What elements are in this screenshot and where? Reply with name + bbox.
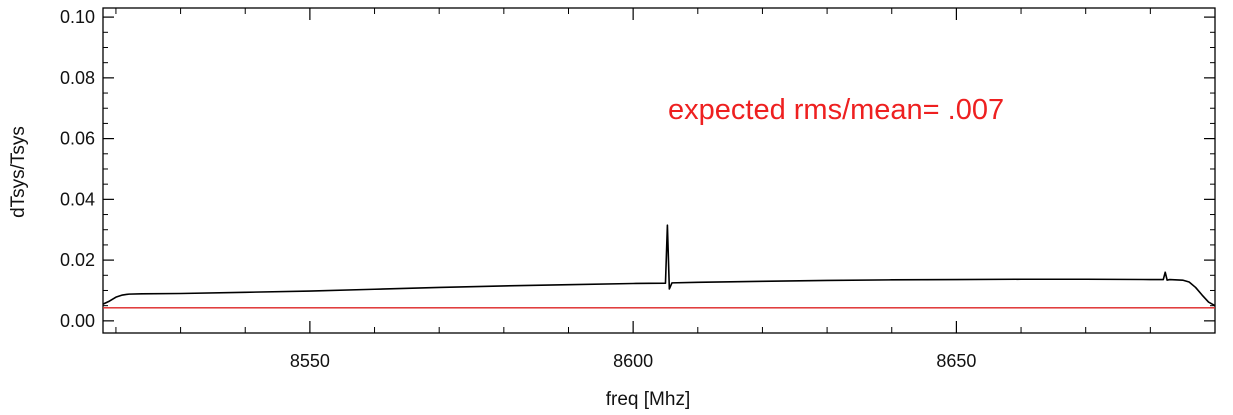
y-tick-label: 0.08 bbox=[60, 68, 95, 88]
x-tick-label: 8550 bbox=[290, 351, 330, 371]
plot-frame bbox=[102, 7, 1216, 334]
x-axis-label: freq [Mhz] bbox=[606, 389, 690, 410]
tsys-ratio-series-line bbox=[102, 224, 1216, 307]
y-axis: 0.00 0.02 0.04 0.06 0.08 0.10 bbox=[60, 7, 1215, 331]
series-layer bbox=[102, 224, 1216, 309]
y-tick-label: 0.00 bbox=[60, 311, 95, 331]
y-tick-label: 0.10 bbox=[60, 7, 95, 27]
x-tick-label: 8650 bbox=[936, 351, 976, 371]
y-tick-label: 0.02 bbox=[60, 250, 95, 270]
x-tick-label: 8600 bbox=[613, 351, 653, 371]
x-axis: 8550 8600 8650 bbox=[115, 8, 1216, 371]
y-tick-label: 0.06 bbox=[60, 129, 95, 149]
y-tick-label: 0.04 bbox=[60, 189, 95, 209]
expected-rms-annotation: expected rms/mean= .007 bbox=[668, 94, 1004, 126]
y-axis-label: dTsys/Tsys bbox=[8, 126, 29, 218]
